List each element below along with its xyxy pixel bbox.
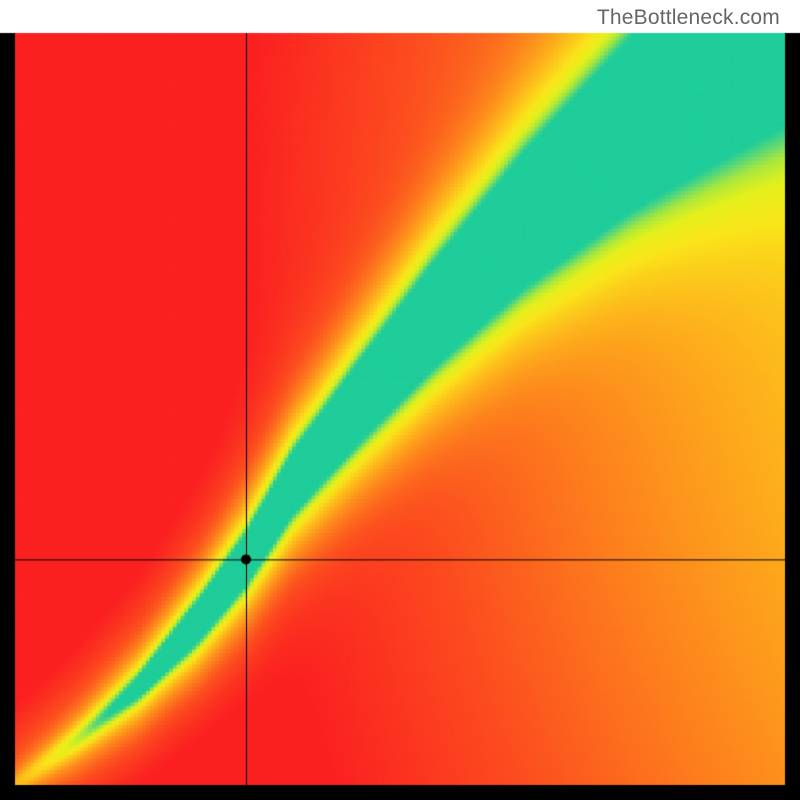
heatmap-canvas [0,0,800,800]
watermark-text: TheBottleneck.com [597,6,780,30]
chart-container: TheBottleneck.com [0,0,800,800]
